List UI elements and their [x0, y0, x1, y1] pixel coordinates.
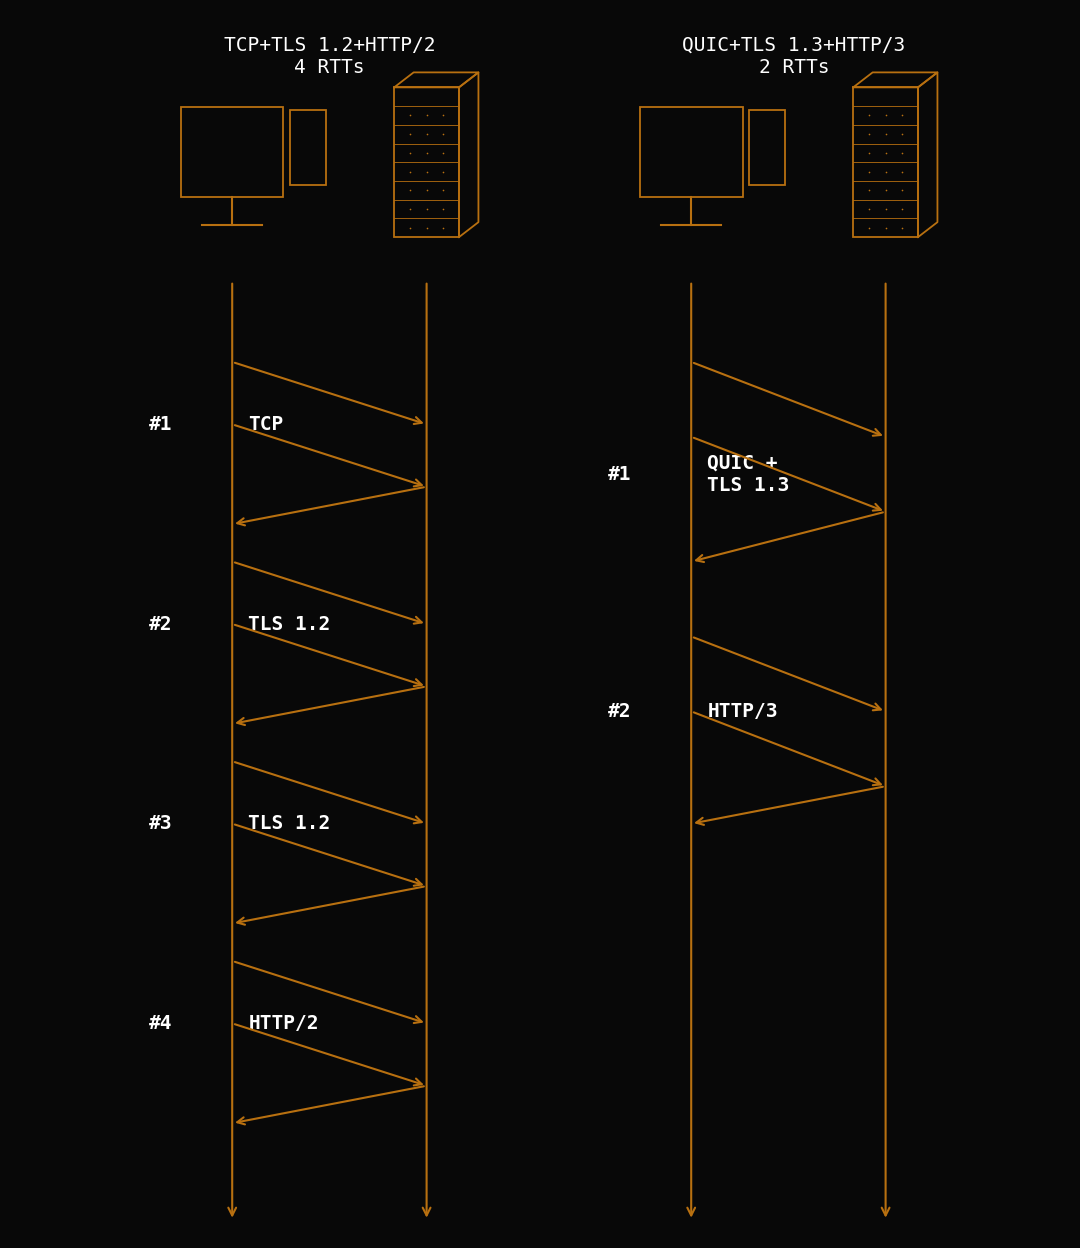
Text: TCP: TCP [248, 414, 284, 434]
Text: TLS 1.2: TLS 1.2 [248, 614, 330, 634]
Bar [639, 107, 743, 197]
Bar [853, 87, 918, 237]
Text: HTTP/3: HTTP/3 [707, 701, 778, 721]
Polygon shape [853, 72, 937, 87]
Text: QUIC+TLS 1.3+HTTP/3
2 RTTs: QUIC+TLS 1.3+HTTP/3 2 RTTs [683, 36, 905, 76]
Bar [750, 110, 784, 185]
Text: HTTP/2: HTTP/2 [248, 1013, 319, 1033]
Text: QUIC +
TLS 1.3: QUIC + TLS 1.3 [707, 454, 789, 494]
Polygon shape [459, 72, 478, 237]
Bar [289, 110, 326, 185]
Polygon shape [918, 72, 937, 237]
Text: TCP+TLS 1.2+HTTP/2
4 RTTs: TCP+TLS 1.2+HTTP/2 4 RTTs [224, 36, 435, 76]
Bar [394, 87, 459, 237]
Bar [180, 107, 283, 197]
Text: #1: #1 [608, 464, 632, 484]
Text: #4: #4 [149, 1013, 173, 1033]
Text: TLS 1.2: TLS 1.2 [248, 814, 330, 834]
Polygon shape [394, 72, 478, 87]
Text: #2: #2 [608, 701, 632, 721]
Text: #1: #1 [149, 414, 173, 434]
Text: #3: #3 [149, 814, 173, 834]
Text: #2: #2 [149, 614, 173, 634]
